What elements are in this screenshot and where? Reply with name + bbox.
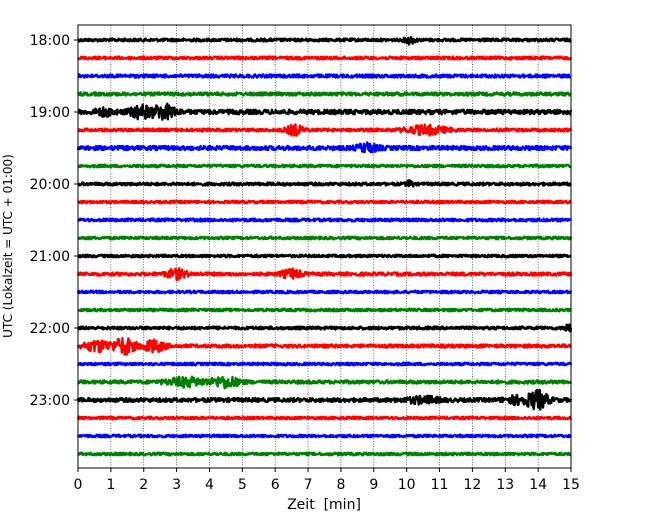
trace-1945 (77, 163, 572, 169)
x-tick-label-14: 14 (529, 477, 547, 493)
x-tick-label-0: 0 (74, 477, 83, 493)
trace-2300 (76, 388, 573, 411)
trace-2100 (77, 253, 572, 259)
y-axis-ticks: 18:00 19:00 20:00 21:00 22:00 23:00 (30, 33, 78, 409)
trace-2045 (77, 235, 573, 241)
x-tick-label-1: 1 (106, 477, 115, 493)
trace-2345 (77, 451, 572, 457)
y-tick-label-2300: 23:00 (30, 393, 70, 409)
trace-2000 (77, 178, 572, 188)
x-axis-ticks: 0 1 2 3 4 5 6 7 8 9 10 11 12 13 14 15 (74, 468, 580, 493)
y-tick-label-1800: 18:00 (30, 33, 70, 49)
trace-2115 (76, 267, 573, 282)
trace-group (76, 35, 573, 457)
y-axis-label: UTC (Lokalzeit = UTC + 01:00) (1, 154, 15, 338)
trace-1815 (76, 55, 573, 61)
x-tick-label-11: 11 (431, 477, 449, 493)
x-tick-label-10: 10 (398, 477, 416, 493)
x-tick-label-3: 3 (172, 477, 181, 493)
trace-2245 (77, 375, 573, 390)
trace-2030 (77, 217, 573, 223)
trace-2145 (77, 307, 572, 313)
trace-2015 (76, 199, 572, 205)
trace-1915 (77, 123, 573, 137)
trace-2330 (76, 433, 573, 439)
x-tick-label-12: 12 (463, 477, 481, 493)
grid-lines (110, 25, 539, 468)
x-tick-label-9: 9 (369, 477, 378, 493)
x-tick-label-7: 7 (304, 477, 313, 493)
trace-2130 (76, 289, 573, 295)
trace-2215 (76, 336, 573, 356)
trace-1800 (76, 35, 572, 46)
y-tick-label-1900: 19:00 (30, 105, 70, 121)
trace-2200 (76, 323, 573, 333)
trace-1930 (76, 141, 573, 154)
x-tick-label-4: 4 (205, 477, 214, 493)
trace-1900 (77, 102, 573, 121)
trace-1830 (77, 73, 572, 79)
y-tick-label-2000: 20:00 (30, 177, 70, 193)
plot-frame (77, 24, 572, 469)
trace-2315 (76, 415, 573, 421)
x-tick-label-2: 2 (139, 477, 148, 493)
trace-2230 (76, 361, 573, 367)
x-tick-label-6: 6 (271, 477, 280, 493)
x-tick-label-13: 13 (496, 477, 514, 493)
trace-1845 (77, 91, 572, 97)
x-axis-label: Zeit [min] (287, 497, 361, 513)
y-tick-label-2100: 21:00 (30, 249, 70, 265)
y-tick-label-2200: 22:00 (30, 321, 70, 337)
x-tick-label-5: 5 (238, 477, 247, 493)
x-tick-label-15: 15 (562, 477, 580, 493)
x-tick-label-8: 8 (336, 477, 345, 493)
